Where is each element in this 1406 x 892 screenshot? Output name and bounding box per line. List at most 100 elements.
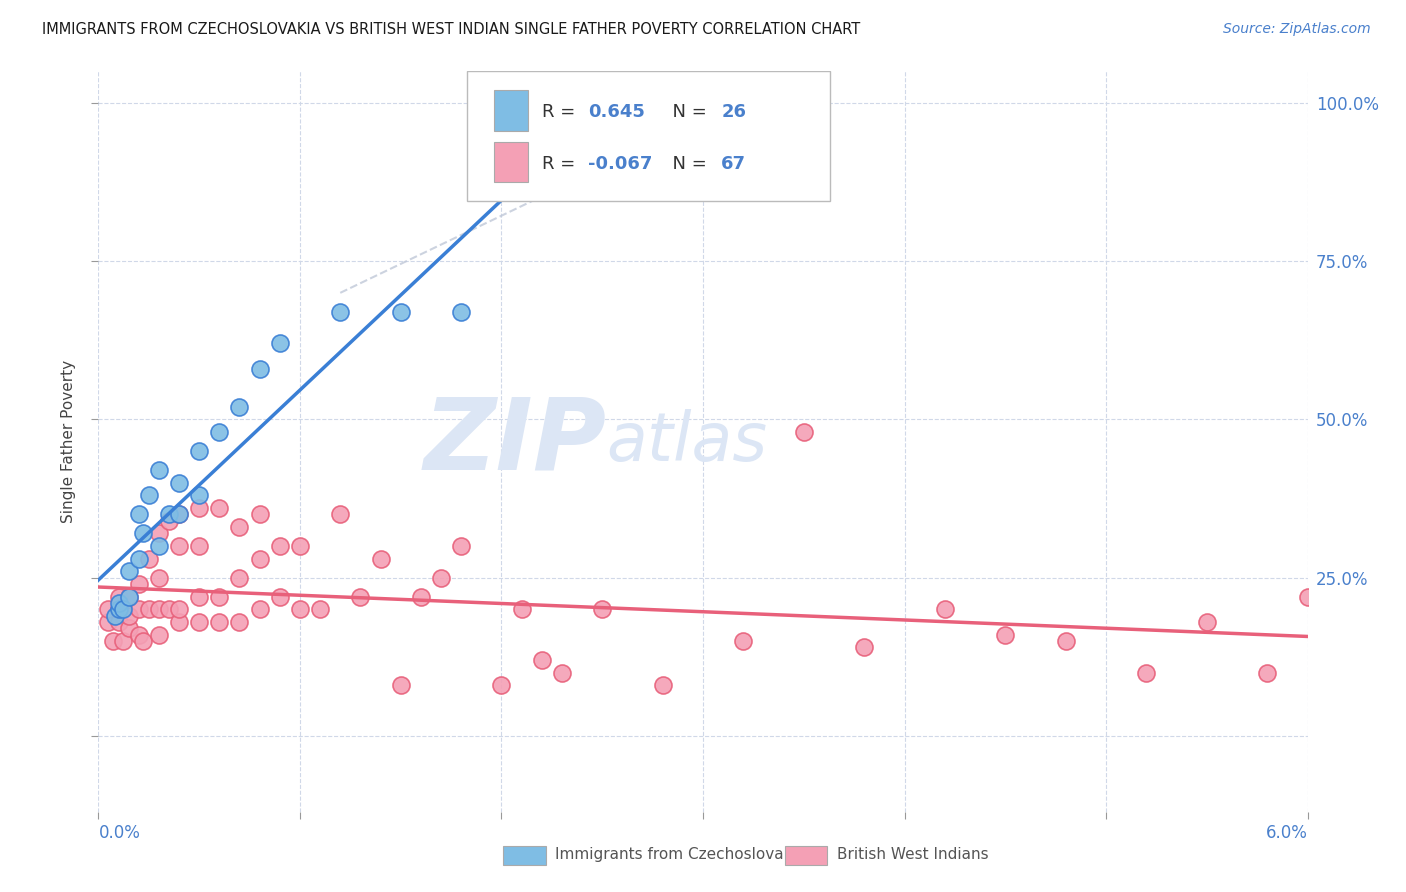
Point — [138, 602, 160, 616]
Point — [148, 463, 170, 477]
Point — [157, 514, 180, 528]
Text: R =: R = — [543, 103, 581, 121]
Point — [138, 551, 160, 566]
Point — [167, 615, 190, 629]
Point — [157, 602, 180, 616]
FancyBboxPatch shape — [494, 142, 527, 183]
Point — [128, 627, 150, 641]
Point — [208, 590, 231, 604]
Point — [309, 602, 332, 616]
Point — [167, 508, 190, 522]
Point — [208, 500, 231, 515]
Point — [1195, 615, 1218, 629]
Point — [148, 526, 170, 541]
Point — [228, 571, 250, 585]
Point — [269, 336, 291, 351]
Point — [107, 602, 129, 616]
Point — [188, 615, 211, 629]
Point — [167, 475, 190, 490]
Point — [994, 627, 1017, 641]
Point — [148, 602, 170, 616]
Point — [118, 590, 141, 604]
Text: R =: R = — [543, 155, 581, 173]
Point — [591, 602, 613, 616]
Text: N =: N = — [661, 155, 713, 173]
Point — [132, 633, 155, 648]
Point — [167, 508, 190, 522]
Y-axis label: Single Father Poverty: Single Father Poverty — [60, 360, 76, 523]
Point — [188, 590, 211, 604]
Point — [228, 615, 250, 629]
Point — [510, 602, 533, 616]
Point — [389, 678, 412, 692]
Text: 6.0%: 6.0% — [1265, 824, 1308, 842]
Point — [118, 590, 141, 604]
Point — [269, 590, 291, 604]
Point — [208, 615, 231, 629]
Point — [118, 564, 141, 578]
Point — [188, 488, 211, 502]
Point — [1296, 590, 1319, 604]
Point — [491, 678, 513, 692]
Point — [128, 577, 150, 591]
Point — [138, 488, 160, 502]
Point — [188, 539, 211, 553]
Text: Source: ZipAtlas.com: Source: ZipAtlas.com — [1223, 22, 1371, 37]
Point — [118, 621, 141, 635]
Point — [249, 602, 271, 616]
Text: British West Indians: British West Indians — [837, 847, 988, 862]
Point — [329, 305, 352, 319]
Point — [118, 608, 141, 623]
Point — [111, 633, 134, 648]
Point — [551, 665, 574, 680]
Point — [249, 361, 271, 376]
Point — [97, 615, 120, 629]
Text: -0.067: -0.067 — [588, 155, 652, 173]
Text: N =: N = — [661, 103, 713, 121]
Point — [430, 571, 453, 585]
Point — [450, 305, 472, 319]
Text: 0.645: 0.645 — [588, 103, 645, 121]
Point — [111, 602, 134, 616]
FancyBboxPatch shape — [494, 90, 527, 130]
Point — [329, 508, 352, 522]
Point — [1256, 665, 1278, 680]
Point — [651, 103, 673, 117]
Text: ZIP: ZIP — [423, 393, 606, 490]
Point — [349, 590, 371, 604]
Point — [389, 305, 412, 319]
Point — [793, 425, 815, 439]
Point — [101, 633, 124, 648]
Point — [288, 539, 311, 553]
Text: 0.0%: 0.0% — [98, 824, 141, 842]
Point — [148, 571, 170, 585]
Point — [128, 551, 150, 566]
Point — [188, 444, 211, 458]
Text: 67: 67 — [721, 155, 747, 173]
Point — [148, 627, 170, 641]
Point — [132, 526, 155, 541]
Point — [103, 608, 125, 623]
Point — [228, 400, 250, 414]
Point — [288, 602, 311, 616]
Point — [249, 551, 271, 566]
Point — [1135, 665, 1157, 680]
Text: Immigrants from Czechoslovakia: Immigrants from Czechoslovakia — [555, 847, 807, 862]
Point — [167, 539, 190, 553]
Point — [409, 590, 432, 604]
Text: atlas: atlas — [606, 409, 768, 475]
Point — [157, 508, 180, 522]
FancyBboxPatch shape — [467, 71, 830, 201]
Point — [733, 633, 755, 648]
Point — [228, 520, 250, 534]
Point — [107, 602, 129, 616]
Point — [934, 602, 956, 616]
Point — [1054, 633, 1077, 648]
Point — [450, 539, 472, 553]
Point — [167, 602, 190, 616]
Point — [148, 539, 170, 553]
Text: 26: 26 — [721, 103, 747, 121]
Point — [208, 425, 231, 439]
Point — [530, 653, 553, 667]
Point — [128, 602, 150, 616]
